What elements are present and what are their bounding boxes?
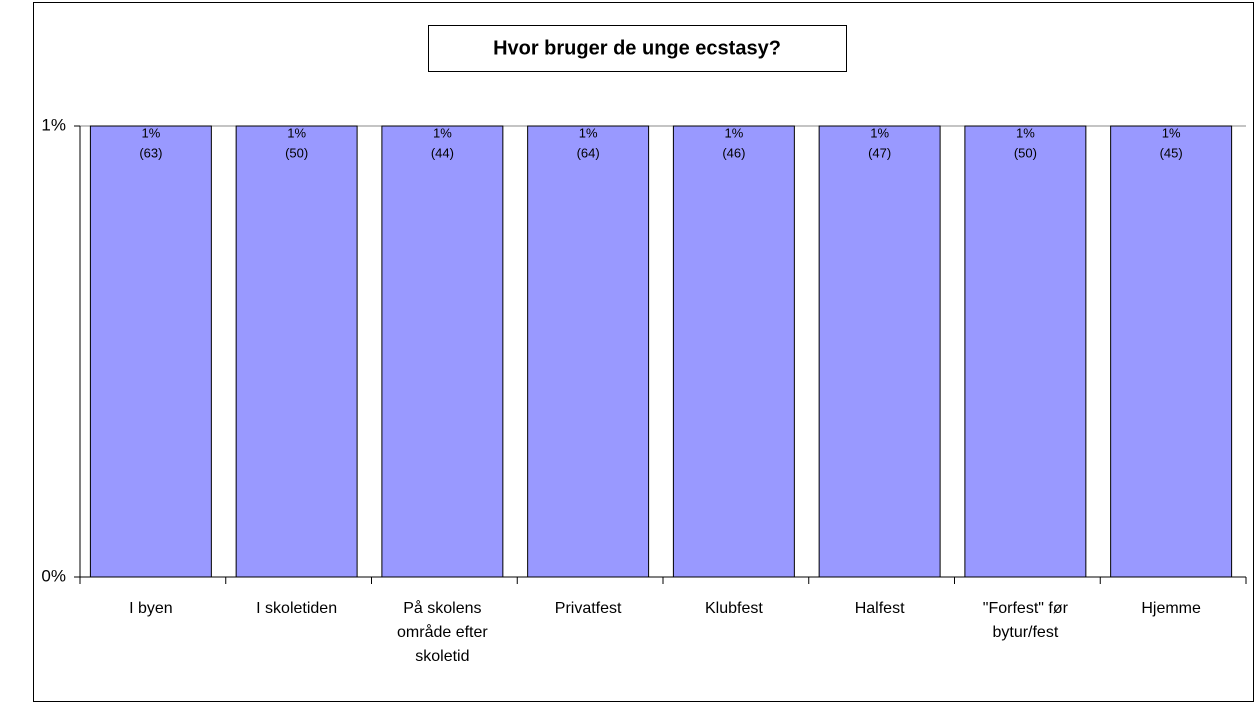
count-label: (64) (577, 145, 600, 160)
y-tick-label: 0% (41, 566, 66, 585)
count-label: (46) (722, 145, 745, 160)
bar (527, 125, 650, 578)
x-tick-label: Halfest (854, 600, 905, 617)
bar (235, 125, 358, 578)
y-tick-label: 1% (41, 115, 66, 134)
count-label: (45) (1160, 145, 1183, 160)
bar (964, 125, 1087, 578)
data-label: 1% (870, 125, 889, 140)
bar (1110, 125, 1233, 578)
count-label: (50) (1014, 145, 1037, 160)
x-tick-label: Privatfest (554, 600, 622, 617)
title-box (428, 25, 847, 72)
count-label: (63) (139, 145, 162, 160)
count-label: (50) (285, 145, 308, 160)
bar (89, 125, 212, 578)
data-label: 1% (724, 125, 743, 140)
x-tick-label: I byen (129, 600, 173, 617)
data-label: 1% (141, 125, 160, 140)
data-label: 1% (1016, 125, 1035, 140)
x-tick-label: I skoletiden (256, 600, 338, 617)
data-label: 1% (433, 125, 452, 140)
chart-title: Hvor bruger de unge ecstasy? (493, 37, 781, 59)
x-tick-label: På skolens område efter skoletid (397, 600, 488, 665)
data-label: 1% (1162, 125, 1181, 140)
data-label: 1% (287, 125, 306, 140)
count-label: (44) (431, 145, 454, 160)
bar (381, 125, 504, 578)
x-tick-label: Klubfest (704, 600, 763, 617)
x-tick-label: "Forfest" før bytur/fest (982, 600, 1068, 641)
data-label: 1% (579, 125, 598, 140)
x-tick-label: Hjemme (1141, 600, 1201, 617)
bar (818, 125, 941, 578)
count-label: (47) (868, 145, 891, 160)
bar (672, 125, 795, 578)
